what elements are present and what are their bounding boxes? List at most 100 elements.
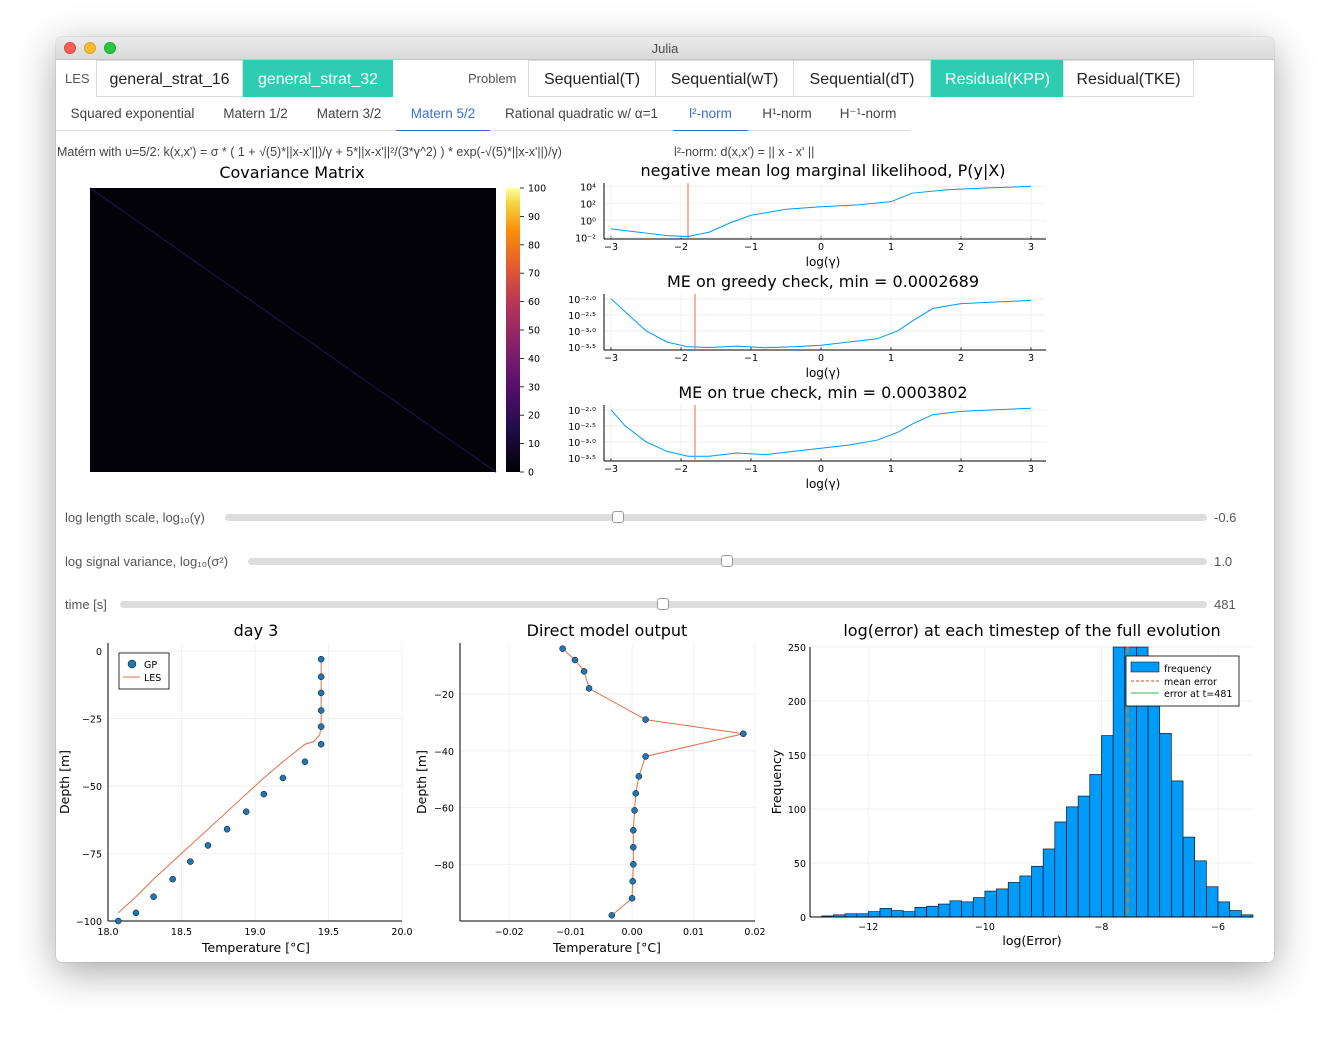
chart-title: log(error) at each timestep of the full … (843, 621, 1220, 640)
title-bar: Julia (56, 37, 1274, 60)
data-point-gp (169, 875, 176, 883)
histogram-bar (914, 906, 927, 918)
x-tick-label: −1 (744, 464, 758, 475)
y-tick-label: 10⁻³·⁰ (568, 438, 596, 449)
data-point (635, 773, 643, 780)
colorbar-tick-label: 20 (528, 411, 540, 422)
data-point-gp (317, 740, 325, 748)
x-tick-label: 1 (888, 353, 894, 364)
tab-h-1-norm[interactable]: H⁻¹-norm (826, 97, 910, 131)
x-tick-label: −3 (604, 464, 618, 475)
series-line-les (117, 659, 322, 914)
histogram-bar (1159, 733, 1172, 918)
histogram-bar (1217, 901, 1230, 918)
zoom-window-button[interactable] (104, 42, 116, 54)
length-scale-slider-track[interactable] (225, 514, 1207, 521)
x-tick-label: 0 (818, 242, 824, 253)
x-tick-label: 1 (888, 242, 894, 253)
likelihood-plot-0: negative mean log marginal likelihood, P… (575, 161, 1046, 269)
direct-model-output-chart: Direct model output −0.02 −0.01 0.00 0.01 0.0… (414, 621, 766, 955)
signal-variance-slider-handle[interactable] (721, 555, 733, 567)
histogram-bar (1171, 780, 1184, 918)
y-tick-label: 0 (96, 647, 102, 658)
tab-sequential-t[interactable]: Sequential(T) (528, 60, 656, 97)
histogram-bar (926, 905, 939, 918)
les-label: LES (65, 71, 90, 86)
y-axis-label: Frequency (769, 749, 784, 814)
tab-rational-quadratic[interactable]: Rational quadratic w/ α=1 (490, 97, 673, 131)
histogram-bar (1007, 882, 1021, 918)
tab-h1-norm[interactable]: H¹-norm (748, 97, 826, 131)
x-tick-label: 18.5 (171, 927, 192, 938)
length-scale-slider-handle[interactable] (612, 511, 624, 523)
histogram-bar (1229, 910, 1242, 918)
y-tick-label: 0 (800, 913, 806, 924)
x-tick-label: 0 (818, 464, 824, 475)
colorbar-tick-label: 30 (528, 382, 540, 393)
data-point-gp (223, 825, 231, 833)
close-window-button[interactable] (64, 42, 76, 54)
data-point-gp (279, 774, 287, 782)
y-tick-label: 10⁻²·⁰ (568, 295, 596, 306)
x-axis-label: log(γ) (806, 255, 841, 269)
y-tick-label: 10⁻³·⁵ (568, 454, 596, 465)
tab-les-general-strat-32[interactable]: general_strat_32 (243, 60, 393, 97)
x-tick-label: −6 (1211, 922, 1225, 933)
likelihood-plot-1: ME on greedy check, min = 0.0002689 −3 −2 −… (568, 272, 1046, 380)
y-tick-label: 200 (788, 697, 806, 708)
data-point (628, 895, 636, 902)
histogram-bar (879, 908, 892, 918)
tab-squared-exponential[interactable]: Squared exponential (56, 97, 209, 131)
series-line (610, 407, 1032, 457)
histogram-bar (1101, 735, 1114, 918)
histogram-bar (902, 911, 916, 918)
problem-label: Problem (468, 71, 517, 86)
data-point-gp (317, 723, 325, 730)
tab-matern-3-2[interactable]: Matern 3/2 (302, 97, 396, 131)
colorbar-tick-label: 70 (528, 269, 540, 280)
minimize-window-button[interactable] (84, 42, 96, 54)
tab-sequential-dt[interactable]: Sequential(dT) (793, 60, 931, 97)
histogram-bar (891, 910, 904, 918)
y-tick-label: 10⁻²·⁵ (568, 422, 596, 433)
hyperparameter-line-plots: negative mean log marginal likelihood, P… (568, 161, 1046, 491)
x-tick-label: −1 (744, 242, 758, 253)
legend-box (118, 652, 170, 690)
y-tick-label: −60 (434, 804, 454, 815)
data-point (630, 826, 637, 834)
y-tick-label: 10⁰ (580, 216, 596, 227)
x-axis-label: log(γ) (806, 477, 841, 491)
tab-matern-1-2[interactable]: Matern 1/2 (209, 97, 302, 131)
histogram-bar (1194, 860, 1207, 918)
tab-l2-norm[interactable]: l²-norm (673, 97, 748, 131)
histogram-bar (996, 888, 1009, 918)
data-point (571, 656, 579, 664)
colorbar-tick-label: 90 (528, 212, 540, 223)
chart-title: day 3 (234, 621, 279, 640)
y-tick-label: −80 (434, 860, 454, 871)
x-axis-label: log(γ) (806, 366, 841, 380)
data-point (630, 843, 637, 851)
tab-les-general-strat-16[interactable]: general_strat_16 (96, 60, 243, 97)
x-tick-label: 2 (958, 353, 964, 364)
y-axis-label: Depth [m] (57, 750, 72, 814)
heatmap-diagonal (89, 187, 497, 473)
y-tick-label: 100 (788, 805, 806, 816)
x-tick-label: −2 (674, 353, 688, 364)
signal-variance-slider-label: log signal variance, log₁₀(σ²) (65, 554, 229, 569)
histogram-bar (1089, 774, 1102, 918)
tab-residual-kpp[interactable]: Residual(KPP) (931, 60, 1064, 97)
x-tick-label: −1 (744, 353, 758, 364)
tab-sequential-wt[interactable]: Sequential(wT) (655, 60, 794, 97)
histogram-bar (984, 890, 997, 918)
tab-matern-5-2[interactable]: Matern 5/2 (396, 97, 490, 131)
length-scale-slider-value: -0.6 (1214, 510, 1237, 525)
x-tick-label: −0.01 (556, 927, 585, 938)
colorbar-tick-label: 10 (528, 439, 540, 450)
histogram-bar (867, 911, 881, 918)
x-tick-label: 18.0 (97, 927, 118, 938)
time-slider-handle[interactable] (657, 598, 669, 610)
histogram-bar (1031, 865, 1044, 918)
histogram-bar (1077, 795, 1091, 918)
tab-residual-tke[interactable]: Residual(TKE) (1063, 60, 1194, 97)
